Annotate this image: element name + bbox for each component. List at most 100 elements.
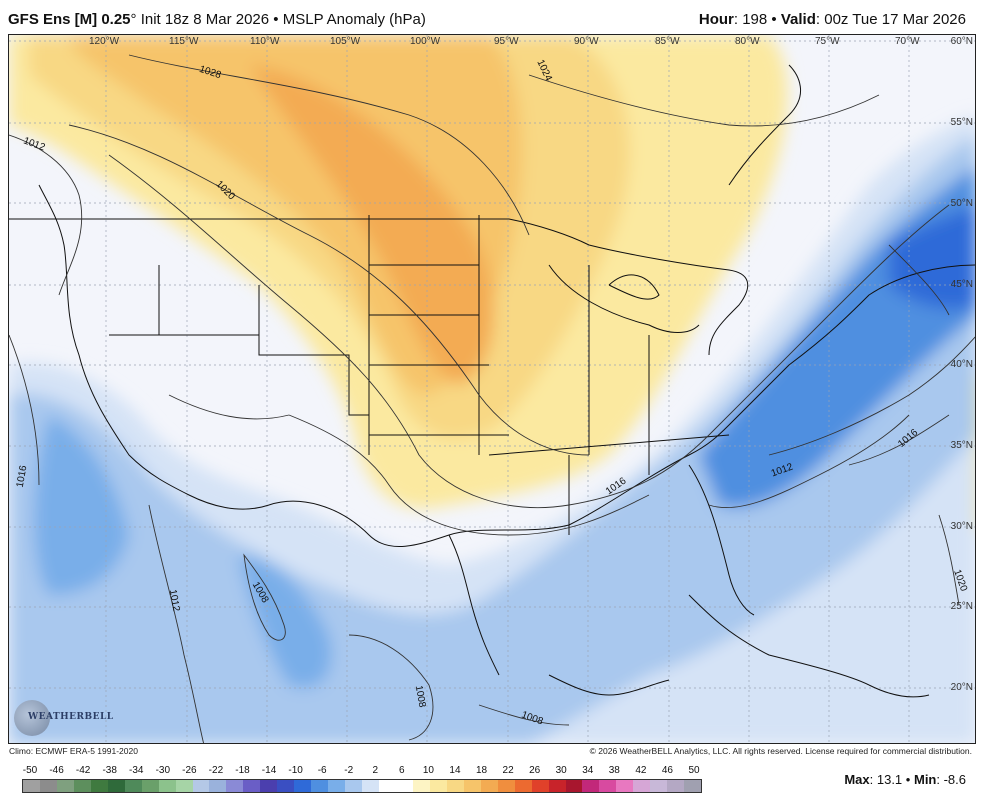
anomaly-map[interactable]: 1028 1024 1020 1012 1016 1016 1012 1016 … xyxy=(8,34,976,744)
lat-label-30n: 30°N xyxy=(950,521,973,532)
logo-globe-icon xyxy=(14,700,50,736)
colorbar-tick-label: 14 xyxy=(449,765,461,776)
lat-label-35n: 35°N xyxy=(950,440,973,451)
colorbar-swatch xyxy=(345,780,363,792)
lat-label-40n: 40°N xyxy=(950,359,973,370)
valid-label: Valid xyxy=(780,11,816,28)
hour-value: : 198 xyxy=(733,11,768,28)
colorbar-swatch xyxy=(650,780,668,792)
colorbar-tick-label: 2 xyxy=(372,765,379,776)
init-time: Init 18z 8 Mar 2026 xyxy=(140,11,270,28)
colorbar-swatch xyxy=(429,780,447,792)
map-title: GFS Ens [M] 0.25° Init 18z 8 Mar 2026 • … xyxy=(8,11,426,28)
colorbar-swatch xyxy=(582,780,600,792)
max-value: : 13.1 xyxy=(869,772,903,787)
colorbar-swatch xyxy=(124,780,142,792)
colorbar-tick-labels: -50 -46 -42 -38 -34 -30 -26 -22 -18 -14 -10 -6 -2 2 6 1… xyxy=(22,765,702,777)
valid-info: Hour: 198 • Valid: 00z Tue 17 Mar 2026 xyxy=(699,11,966,28)
colorbar-tick-label: -38 xyxy=(102,765,117,776)
colorbar-swatch xyxy=(175,780,193,792)
lat-label-25n: 25°N xyxy=(950,601,973,612)
colorbar-swatch xyxy=(616,780,634,792)
lon-label-90w: 90°W xyxy=(574,36,599,47)
colorbar-swatch xyxy=(73,780,91,792)
colorbar-swatch xyxy=(192,780,210,792)
colorbar-swatch xyxy=(243,780,261,792)
lon-label-105w: 105°W xyxy=(330,36,361,47)
colorbar-tick-label: -30 xyxy=(155,765,171,776)
logo-text: WEATHERBELL xyxy=(28,712,114,722)
climo-note: Climo: ECMWF ERA-5 1991-2020 xyxy=(9,746,138,756)
colorbar-tick-label: 30 xyxy=(555,765,567,776)
isobar-contours xyxy=(9,54,975,743)
colorbar-tick-label: 46 xyxy=(661,765,673,776)
colorbar-tick-label: 50 xyxy=(688,765,700,776)
lon-label-85w: 85°W xyxy=(655,36,680,47)
hour-label: Hour xyxy=(698,11,734,28)
colorbar-swatch xyxy=(23,780,40,792)
valid-value: : 00z Tue 17 Mar 2026 xyxy=(815,11,966,28)
colorbar-tick-label: -50 xyxy=(22,765,38,776)
colorbar-swatch xyxy=(379,780,396,792)
lon-label-80w: 80°W xyxy=(735,36,760,47)
colorbar-swatch xyxy=(107,780,125,792)
colorbar-swatch xyxy=(39,780,57,792)
maxmin-bullet: • xyxy=(905,772,911,787)
colorbar-tick-label: -46 xyxy=(49,765,64,776)
field-name: MSLP Anomaly (hPa) xyxy=(282,11,426,28)
min-value: : -8.6 xyxy=(936,772,966,787)
colorbar-swatch xyxy=(599,780,617,792)
colorbar-tick-label: -34 xyxy=(129,765,144,776)
colorbar-swatch xyxy=(294,780,312,792)
colorbar-swatch xyxy=(311,780,329,792)
colorbar-tick-label: -2 xyxy=(344,765,354,776)
title-bullet: • xyxy=(273,11,279,28)
colorbar-swatch xyxy=(277,780,295,792)
lat-label-50n: 50°N xyxy=(950,198,973,209)
colorbar-swatch xyxy=(226,780,244,792)
colorbar-swatch xyxy=(463,780,481,792)
colorbar-swatch xyxy=(667,780,685,792)
colorbar-swatch xyxy=(480,780,498,792)
map-graphic xyxy=(9,35,975,743)
colorbar-swatch xyxy=(633,780,651,792)
max-label: Max xyxy=(844,772,870,787)
colorbar-tick-label: -10 xyxy=(288,765,303,776)
colorbar-swatch xyxy=(90,780,108,792)
weatherbell-logo: WEATHERBELL xyxy=(14,700,114,740)
colorbar-swatch xyxy=(209,780,227,792)
lat-label-55n: 55°N xyxy=(950,117,973,128)
colorbar-swatch xyxy=(446,780,464,792)
min-label: Min xyxy=(913,772,937,787)
lon-label-95w: 95°W xyxy=(494,36,519,47)
model-name: GFS Ens [M] 0.25 xyxy=(8,11,131,28)
colorbar-tick-label: -26 xyxy=(182,765,197,776)
lat-lon-grid xyxy=(9,35,975,743)
colorbar-swatch xyxy=(158,780,176,792)
colorbar-swatch xyxy=(260,780,278,792)
colorbar-tick-label: -6 xyxy=(317,765,327,776)
lon-label-110w: 110°W xyxy=(250,36,280,47)
colorbar-swatch xyxy=(565,780,583,792)
colorbar-tick-label: 18 xyxy=(475,765,488,776)
colorbar-tick-label: -22 xyxy=(208,765,224,776)
lon-label-115w: 115°W xyxy=(169,36,199,47)
degree-symbol: ° xyxy=(130,11,137,28)
colorbar-swatch xyxy=(362,780,380,792)
colorbar xyxy=(22,779,702,793)
colorbar-swatch xyxy=(497,780,515,792)
colorbar-tick-label: 26 xyxy=(529,765,541,776)
colorbar-tick-label: 34 xyxy=(582,765,594,776)
valid-bullet: • xyxy=(771,11,777,28)
colorbar-swatch xyxy=(531,780,549,792)
colorbar-tick-label: 38 xyxy=(608,765,620,776)
colorbar-swatch xyxy=(548,780,566,792)
colorbar-swatch xyxy=(684,780,702,792)
colorbar-tick-label: -14 xyxy=(261,765,277,776)
colorbar-tick-label: 10 xyxy=(422,765,434,776)
colorbar-swatch xyxy=(395,780,413,792)
colorbar-tick-label: -18 xyxy=(235,765,250,776)
colorbar-tick-label: 42 xyxy=(635,765,647,776)
lon-label-70w: 70°W xyxy=(895,36,920,47)
coastlines-and-borders xyxy=(9,64,975,698)
